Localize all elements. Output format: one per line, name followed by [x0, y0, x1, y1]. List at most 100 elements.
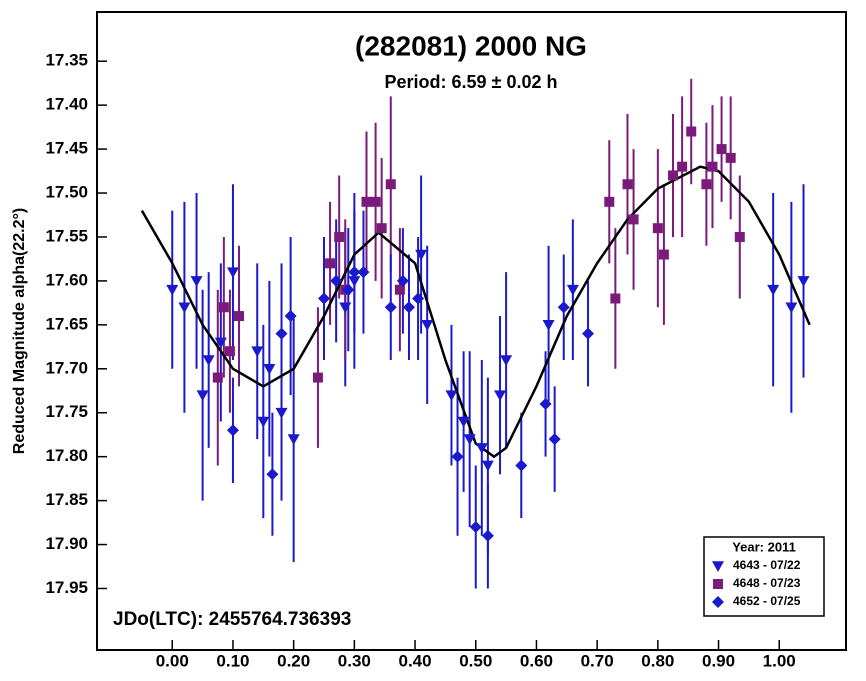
marker — [557, 301, 570, 314]
marker — [196, 390, 209, 402]
marker — [394, 284, 405, 295]
marker — [494, 390, 507, 402]
marker — [785, 302, 798, 314]
marker — [481, 460, 494, 472]
marker — [348, 276, 361, 287]
y-tick-label: 17.70 — [45, 358, 88, 377]
marker — [190, 276, 203, 287]
marker — [334, 231, 345, 242]
marker — [325, 258, 336, 269]
marker — [481, 529, 494, 542]
x-tick-label: 1.00 — [763, 651, 796, 670]
marker — [342, 283, 355, 296]
marker — [218, 302, 229, 313]
marker — [767, 284, 780, 296]
marker — [166, 284, 179, 296]
marker — [266, 468, 279, 481]
x-tick-label: 0.40 — [399, 651, 432, 670]
marker — [548, 433, 561, 446]
marker — [224, 346, 235, 357]
marker — [475, 443, 488, 454]
marker — [707, 161, 718, 172]
marker — [713, 579, 723, 589]
marker — [361, 196, 372, 207]
marker — [668, 170, 679, 181]
chart-subtitle: Period: 6.59 ± 0.02 h — [385, 72, 558, 92]
marker — [604, 196, 615, 207]
marker — [312, 372, 323, 383]
marker — [275, 407, 288, 419]
marker — [542, 320, 555, 331]
marker — [566, 284, 579, 296]
y-tick-label: 17.80 — [45, 446, 88, 465]
marker — [402, 301, 415, 314]
x-tick-label: 0.80 — [641, 651, 674, 670]
y-tick-label: 17.40 — [45, 95, 88, 114]
marker — [412, 292, 425, 305]
legend-box — [703, 536, 825, 617]
marker — [275, 327, 288, 340]
marker — [421, 320, 434, 331]
marker — [725, 152, 736, 163]
marker — [318, 292, 331, 305]
marker — [515, 459, 528, 472]
x-tick-label: 0.90 — [702, 651, 735, 670]
marker — [212, 372, 223, 383]
legend: Year: 2011 4643 - 07/22 4648 - 07/23 4652 … — [703, 536, 825, 617]
y-tick-label: 17.95 — [45, 578, 88, 597]
fit-curve — [140, 165, 811, 459]
y-tick-label: 17.65 — [45, 314, 88, 333]
marker — [339, 302, 352, 314]
y-tick-label: 17.75 — [45, 402, 88, 421]
marker — [226, 424, 239, 437]
marker — [178, 302, 191, 314]
marker — [500, 355, 513, 366]
marker — [716, 144, 727, 155]
marker — [370, 196, 381, 207]
x-tick-label: 0.20 — [277, 651, 310, 670]
marker — [652, 223, 663, 234]
marker — [797, 276, 810, 287]
marker — [451, 450, 464, 463]
x-tick-label: 0.50 — [459, 651, 492, 670]
marker — [457, 416, 470, 428]
marker — [415, 249, 428, 261]
marker — [469, 520, 482, 533]
marker — [445, 390, 458, 402]
marker — [251, 346, 264, 358]
marker — [712, 596, 724, 608]
marker — [628, 214, 639, 225]
marker — [226, 267, 239, 279]
marker — [202, 355, 215, 366]
marker — [622, 179, 633, 190]
marker — [257, 416, 270, 428]
marker — [463, 434, 476, 446]
marker — [385, 179, 396, 190]
marker — [539, 397, 552, 410]
y-tick-label: 17.85 — [45, 490, 88, 509]
legend-label: 4643 - 07/22 — [733, 558, 801, 572]
chart-title: (282081) 2000 NG — [355, 30, 587, 61]
y-tick-label: 17.45 — [45, 139, 88, 158]
marker — [384, 301, 397, 314]
y-axis-label: Reduced Magnitude alpha(22.2°) — [11, 208, 28, 454]
legend-label: 4648 - 07/23 — [733, 576, 801, 590]
marker — [357, 266, 370, 279]
x-tick-label: 0.10 — [216, 651, 249, 670]
y-tick-label: 17.90 — [45, 534, 88, 553]
x-tick-label: 0.60 — [520, 651, 553, 670]
marker — [348, 266, 361, 279]
marker — [701, 179, 712, 190]
marker — [712, 561, 724, 572]
marker — [234, 311, 245, 322]
marker — [287, 434, 300, 446]
y-tick-label: 17.55 — [45, 226, 88, 245]
marker — [658, 249, 669, 260]
y-tick-label: 17.50 — [45, 183, 88, 202]
marker — [330, 274, 343, 287]
marker — [582, 327, 595, 340]
marker — [376, 223, 387, 234]
marker — [396, 274, 409, 287]
marker — [610, 293, 621, 304]
marker — [686, 126, 697, 137]
